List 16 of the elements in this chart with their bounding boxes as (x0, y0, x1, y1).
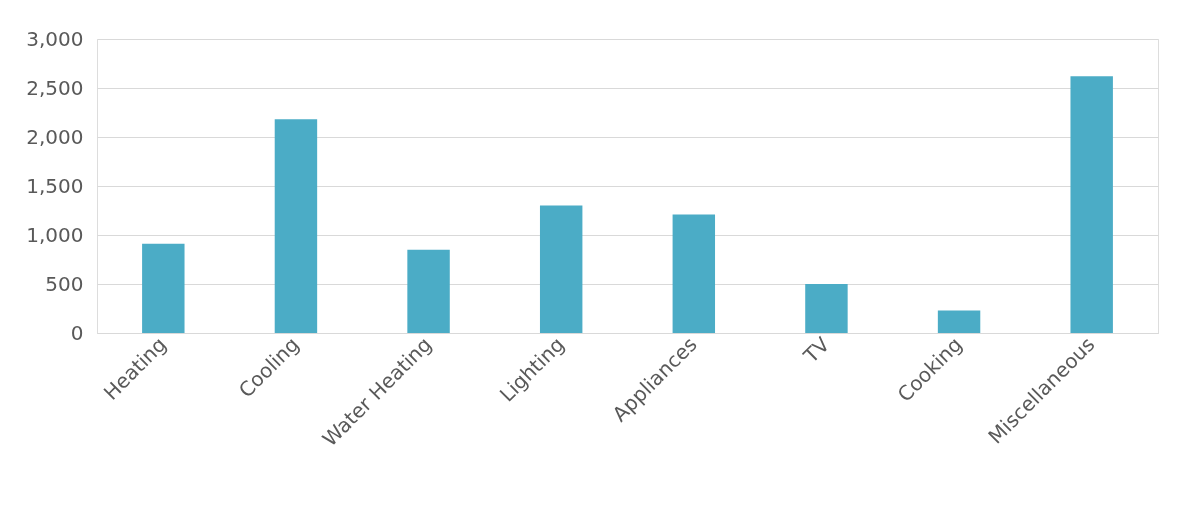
bar (407, 249, 450, 333)
bar (142, 243, 185, 333)
bar (672, 214, 716, 333)
bar (539, 205, 583, 333)
x-tick-label: TV (798, 332, 835, 369)
y-tick-label: 0 (70, 320, 84, 345)
bar (274, 119, 318, 333)
y-tick-label: 500 (45, 271, 84, 296)
y-tick-label: 1,000 (26, 222, 84, 247)
bar (805, 284, 848, 333)
y-tick-label: 1,500 (26, 173, 84, 198)
y-tick-label: 2,500 (26, 75, 84, 100)
bar (1070, 76, 1113, 333)
y-tick-label: 3,000 (26, 26, 84, 51)
bar (937, 310, 981, 333)
y-tick-label: 2,000 (26, 124, 84, 149)
